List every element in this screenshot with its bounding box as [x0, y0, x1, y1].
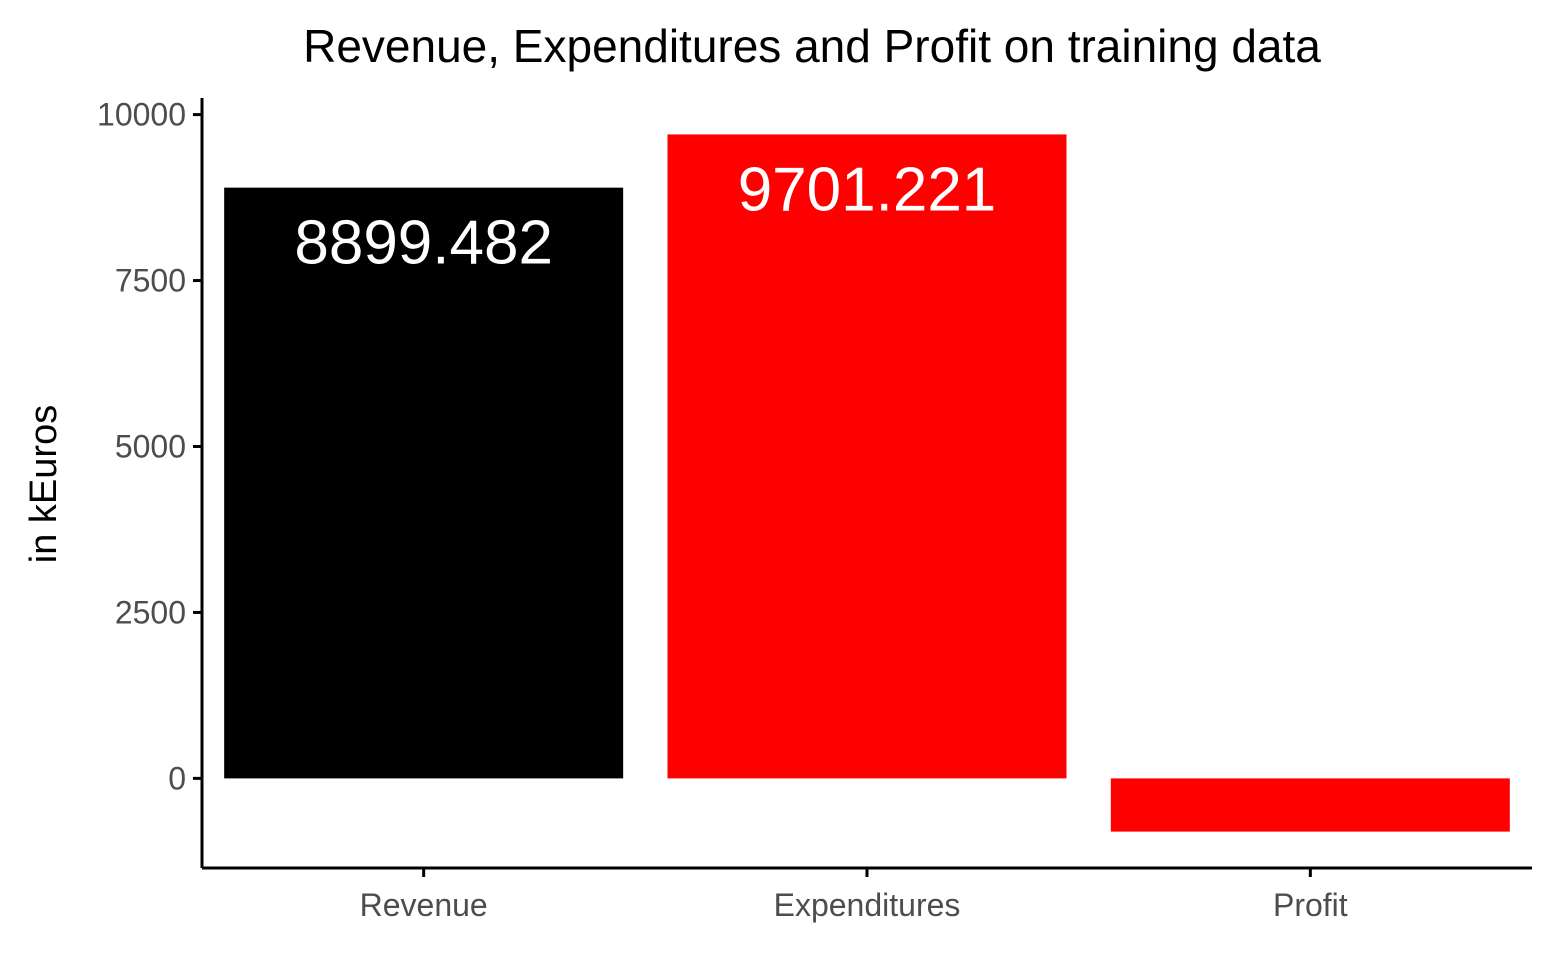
y-tick-label: 7500: [115, 263, 186, 299]
y-axis-title: in kEuros: [23, 405, 65, 563]
data-label-expenditures: 9701.221: [738, 155, 997, 224]
bar-profit: [1110, 778, 1510, 832]
data-labels-layer: 8899.482 9701.221: [294, 155, 996, 277]
y-tick-label: 2500: [115, 594, 186, 630]
bars-layer: [224, 134, 1510, 832]
x-tick-label-expenditures: Expenditures: [774, 887, 961, 923]
data-label-revenue: 8899.482: [294, 209, 553, 278]
x-tick-label-profit: Profit: [1273, 887, 1348, 923]
x-tick-label-revenue: Revenue: [360, 887, 488, 923]
bar-expenditures: [667, 134, 1067, 779]
y-tick-label: 10000: [97, 97, 186, 133]
chart-title: Revenue, Expenditures and Profit on trai…: [303, 20, 1321, 72]
y-tick-label: 5000: [115, 428, 186, 464]
axes-layer: 0 2500 5000 7500 10000 Revenue Expenditures Pro…: [97, 97, 1532, 923]
y-tick-label: 0: [168, 760, 186, 796]
bar-revenue: [224, 187, 624, 779]
